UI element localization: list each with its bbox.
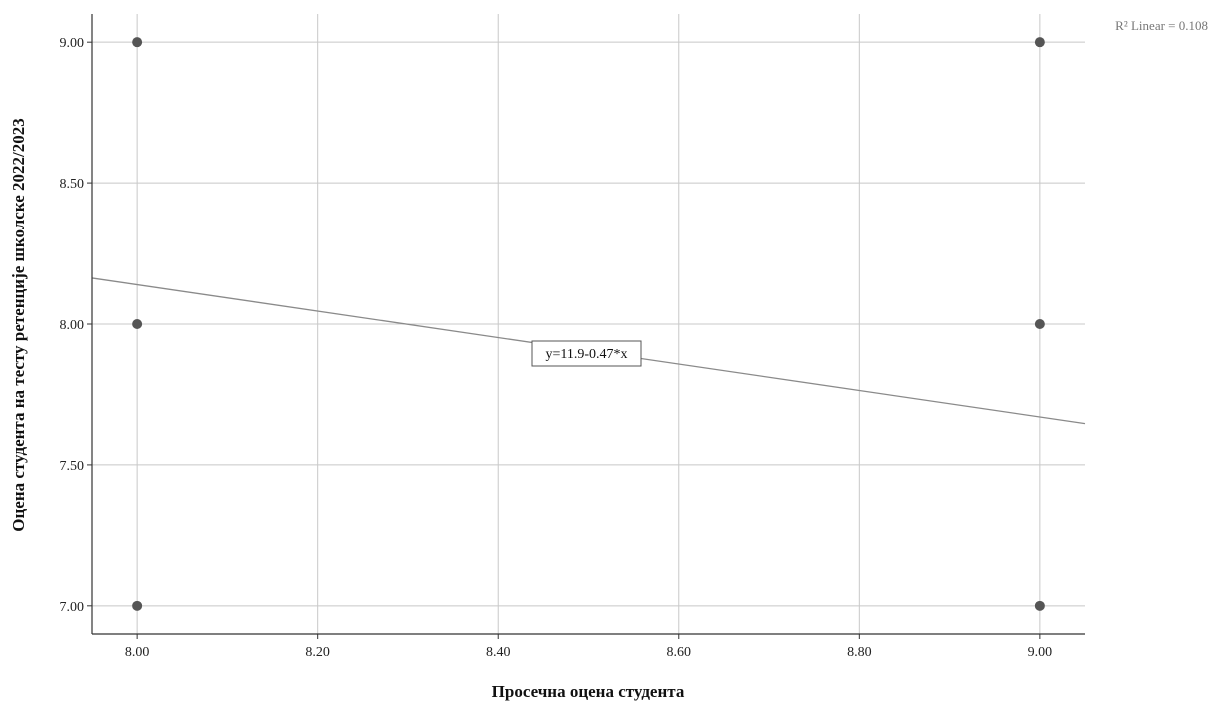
y-tick-label: 9.00 bbox=[60, 36, 85, 51]
equation-text: y=11.9-0.47*x bbox=[545, 347, 627, 362]
y-axis-ticks: 7.00 7.50 8.00 8.50 9.00 bbox=[60, 36, 92, 615]
data-point bbox=[132, 37, 143, 48]
y-tick-label: 8.50 bbox=[60, 177, 85, 192]
x-tick-label: 8.00 bbox=[125, 645, 150, 660]
y-tick-label: 7.00 bbox=[60, 600, 85, 615]
equation-box bbox=[531, 340, 642, 367]
equation-label: y=11.9-0.47*x bbox=[531, 340, 642, 367]
data-points bbox=[132, 37, 1045, 611]
r2-label: R² Linear = 0.108 bbox=[1115, 18, 1208, 33]
x-tick-label: 8.20 bbox=[305, 645, 330, 660]
y-tick-label: 8.00 bbox=[60, 318, 85, 333]
x-tick-label: 9.00 bbox=[1028, 645, 1053, 660]
x-tick-label: 8.60 bbox=[667, 645, 692, 660]
x-axis-title: Просечна оцена студента bbox=[492, 682, 685, 701]
x-tick-label: 8.40 bbox=[486, 645, 511, 660]
data-point bbox=[132, 600, 143, 611]
y-tick-label: 7.50 bbox=[60, 459, 85, 474]
x-axis-ticks: 8.00 8.20 8.40 8.60 8.80 9.00 bbox=[125, 634, 1052, 660]
x-tick-label: 8.80 bbox=[847, 645, 872, 660]
data-point bbox=[132, 319, 143, 329]
data-point bbox=[1034, 600, 1045, 611]
data-point bbox=[1034, 319, 1045, 329]
data-point bbox=[1034, 37, 1045, 48]
grid-lines bbox=[92, 14, 1085, 634]
y-axis-title: Оцена студента на тесту ретенције школск… bbox=[9, 118, 28, 531]
